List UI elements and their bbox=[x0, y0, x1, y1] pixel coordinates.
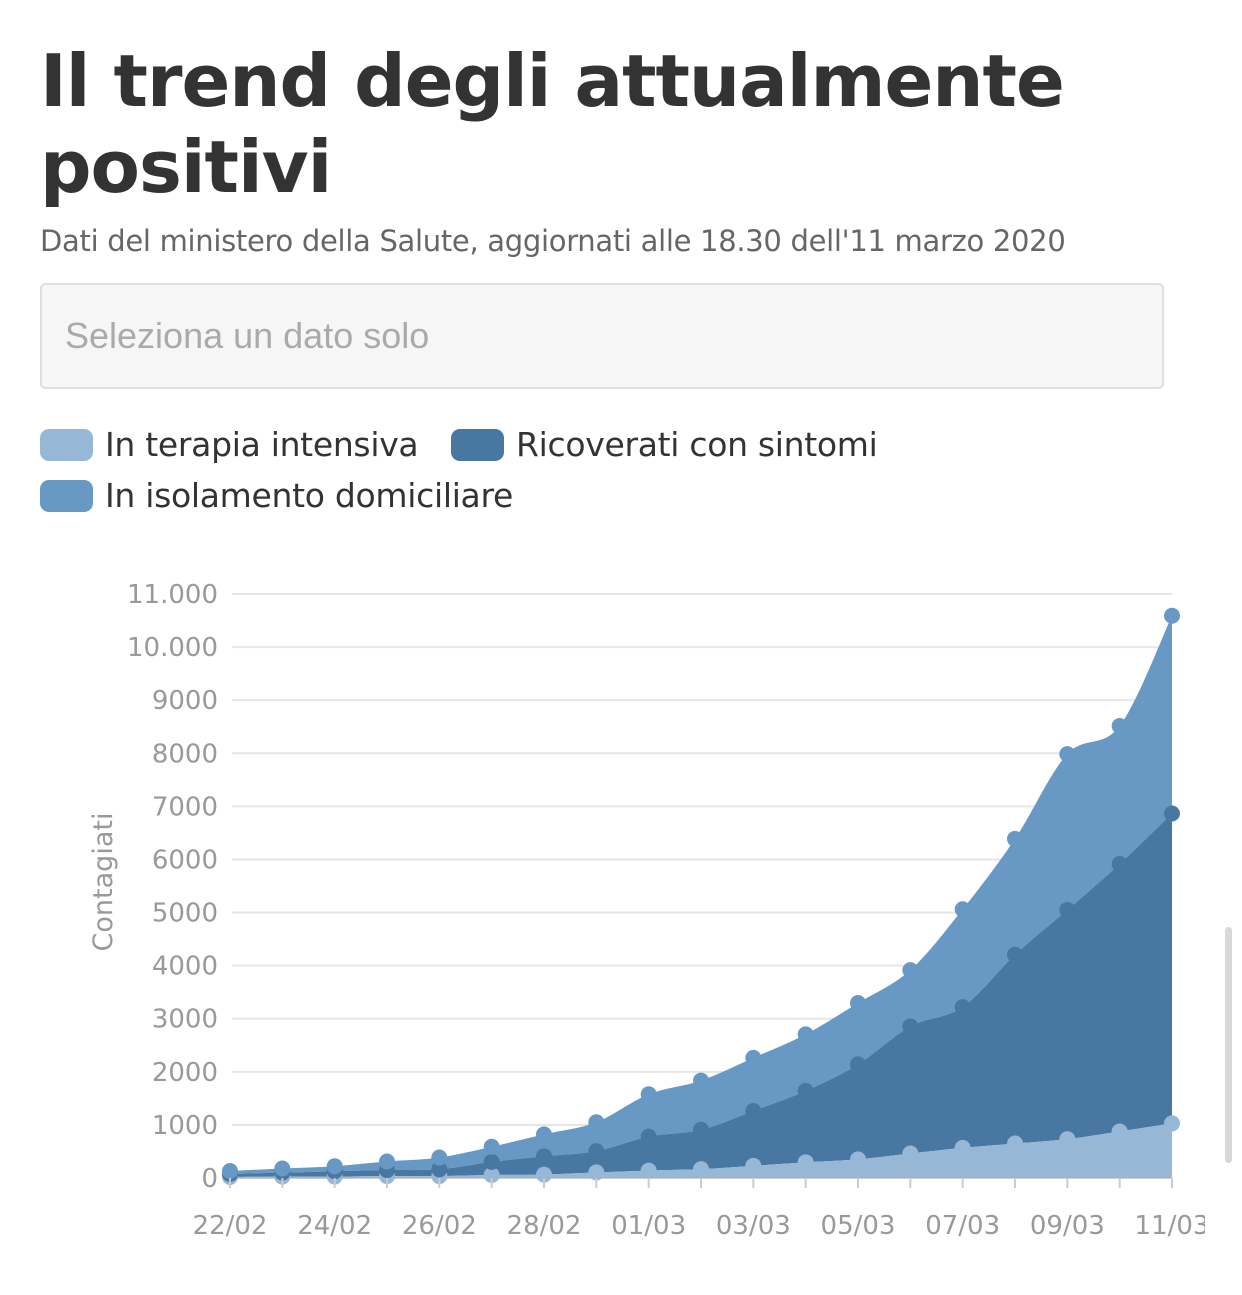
data-point[interactable] bbox=[483, 1153, 500, 1170]
y-tick-label: 0 bbox=[201, 1164, 218, 1194]
data-point[interactable] bbox=[1007, 1135, 1023, 1152]
data-point[interactable] bbox=[588, 1114, 605, 1131]
data-point[interactable] bbox=[640, 1162, 657, 1179]
data-point[interactable] bbox=[483, 1167, 500, 1184]
scrollbar[interactable] bbox=[1225, 927, 1232, 1163]
y-tick-label: 5000 bbox=[152, 899, 218, 929]
data-point[interactable] bbox=[1111, 1123, 1128, 1140]
y-tick-label: 2000 bbox=[152, 1058, 218, 1088]
legend-label: Ricoverati con sintomi bbox=[516, 425, 878, 464]
x-tick-label: 01/03 bbox=[611, 1211, 686, 1241]
x-tick-label: 09/03 bbox=[1030, 1211, 1105, 1241]
y-axis-label: Contagiati bbox=[88, 813, 119, 952]
data-point[interactable] bbox=[954, 1139, 971, 1156]
y-tick-label: 3000 bbox=[152, 1005, 218, 1035]
legend-item-isolamento-domiciliare[interactable]: In isolamento domiciliare bbox=[40, 476, 513, 515]
data-point[interactable] bbox=[745, 1049, 762, 1066]
data-point[interactable] bbox=[1059, 1131, 1076, 1148]
legend-item-ricoverati-con-sintomi[interactable]: Ricoverati con sintomi bbox=[451, 425, 878, 464]
y-tick-label: 4000 bbox=[152, 952, 218, 982]
y-tick-label: 1000 bbox=[152, 1111, 218, 1141]
data-point[interactable] bbox=[536, 1148, 552, 1165]
y-tick-label: 10.000 bbox=[127, 633, 218, 663]
data-point[interactable] bbox=[1007, 830, 1023, 847]
x-tick-label: 26/02 bbox=[402, 1211, 477, 1241]
data-point[interactable] bbox=[1007, 946, 1023, 963]
data-point[interactable] bbox=[902, 1145, 919, 1162]
y-tick-label: 8000 bbox=[152, 739, 218, 769]
chart-subtitle: Dati del ministero della Salute, aggiorn… bbox=[40, 224, 1066, 258]
legend-item-terapia-intensiva[interactable]: In terapia intensiva bbox=[40, 425, 419, 464]
data-point[interactable] bbox=[588, 1164, 605, 1181]
data-point[interactable] bbox=[797, 1154, 814, 1171]
legend-swatch bbox=[40, 479, 93, 512]
data-point[interactable] bbox=[1164, 805, 1180, 822]
data-point[interactable] bbox=[640, 1128, 657, 1145]
data-point[interactable] bbox=[850, 1151, 866, 1168]
x-tick-label: 24/02 bbox=[297, 1211, 372, 1241]
x-tick-label: 11/03 bbox=[1135, 1211, 1210, 1241]
data-point[interactable] bbox=[797, 1026, 814, 1043]
data-point[interactable] bbox=[954, 999, 971, 1016]
x-tick-label: 22/02 bbox=[193, 1211, 268, 1241]
data-point[interactable] bbox=[1111, 855, 1128, 872]
data-point[interactable] bbox=[693, 1072, 709, 1089]
data-point[interactable] bbox=[850, 995, 866, 1012]
y-axis: 0 1000 2000 3000 4000 5000 6000 7000 8000 9000 10.… bbox=[127, 580, 218, 1194]
data-point[interactable] bbox=[1164, 1115, 1180, 1132]
legend-label: In terapia intensiva bbox=[105, 425, 419, 464]
x-tick-label: 07/03 bbox=[925, 1211, 1000, 1241]
y-tick-label: 6000 bbox=[152, 845, 218, 875]
area-layer bbox=[230, 615, 1172, 1178]
data-point[interactable] bbox=[431, 1161, 448, 1178]
chart-title: Il trend degli attualmente positivi bbox=[40, 39, 1065, 209]
data-point[interactable] bbox=[902, 1018, 919, 1035]
data-point[interactable] bbox=[1059, 901, 1076, 918]
data-point[interactable] bbox=[850, 1056, 866, 1073]
legend-label: In isolamento domiciliare bbox=[105, 476, 514, 515]
data-point[interactable] bbox=[745, 1102, 762, 1119]
data-point[interactable] bbox=[797, 1082, 814, 1099]
data-point[interactable] bbox=[954, 901, 971, 918]
area-in-isolamento-domiciliare bbox=[230, 615, 1172, 1174]
data-point[interactable] bbox=[693, 1121, 709, 1138]
data-point[interactable] bbox=[222, 1162, 238, 1179]
data-point[interactable] bbox=[640, 1086, 657, 1103]
y-tick-label: 9000 bbox=[152, 686, 218, 716]
legend-swatch bbox=[451, 428, 504, 461]
stacked-area-chart: 0 1000 2000 3000 4000 5000 6000 7000 8000 9000 10.… bbox=[88, 580, 1210, 1241]
data-point[interactable] bbox=[588, 1143, 605, 1160]
data-point[interactable] bbox=[693, 1161, 709, 1178]
data-point[interactable] bbox=[1111, 717, 1128, 734]
legend-swatch bbox=[40, 428, 93, 461]
data-point[interactable] bbox=[379, 1153, 395, 1170]
area-ricoverati-con-sintomi bbox=[230, 813, 1172, 1177]
y-tick-label: 7000 bbox=[152, 792, 218, 822]
data-point[interactable] bbox=[431, 1149, 448, 1166]
x-tick-label: 28/02 bbox=[507, 1211, 582, 1241]
point-layer bbox=[222, 607, 1180, 1185]
data-point[interactable] bbox=[536, 1126, 552, 1143]
series-select-dropdown[interactable]: Seleziona un dato solo bbox=[40, 283, 1164, 389]
x-tick-label: 03/03 bbox=[716, 1211, 791, 1241]
area-in-terapia-intensiva bbox=[230, 1123, 1172, 1178]
data-point[interactable] bbox=[536, 1166, 552, 1183]
data-point[interactable] bbox=[326, 1158, 343, 1175]
x-tick-label: 05/03 bbox=[821, 1211, 896, 1241]
x-axis: 22/02 24/02 26/02 28/02 01/03 03/03 05/03 07/03… bbox=[193, 1178, 1210, 1241]
data-point[interactable] bbox=[902, 962, 919, 979]
y-tick-label: 11.000 bbox=[127, 580, 218, 610]
data-point[interactable] bbox=[1164, 607, 1180, 624]
data-point[interactable] bbox=[1059, 746, 1076, 763]
data-point[interactable] bbox=[274, 1160, 291, 1177]
data-point[interactable] bbox=[483, 1138, 500, 1155]
data-point[interactable] bbox=[745, 1157, 762, 1174]
